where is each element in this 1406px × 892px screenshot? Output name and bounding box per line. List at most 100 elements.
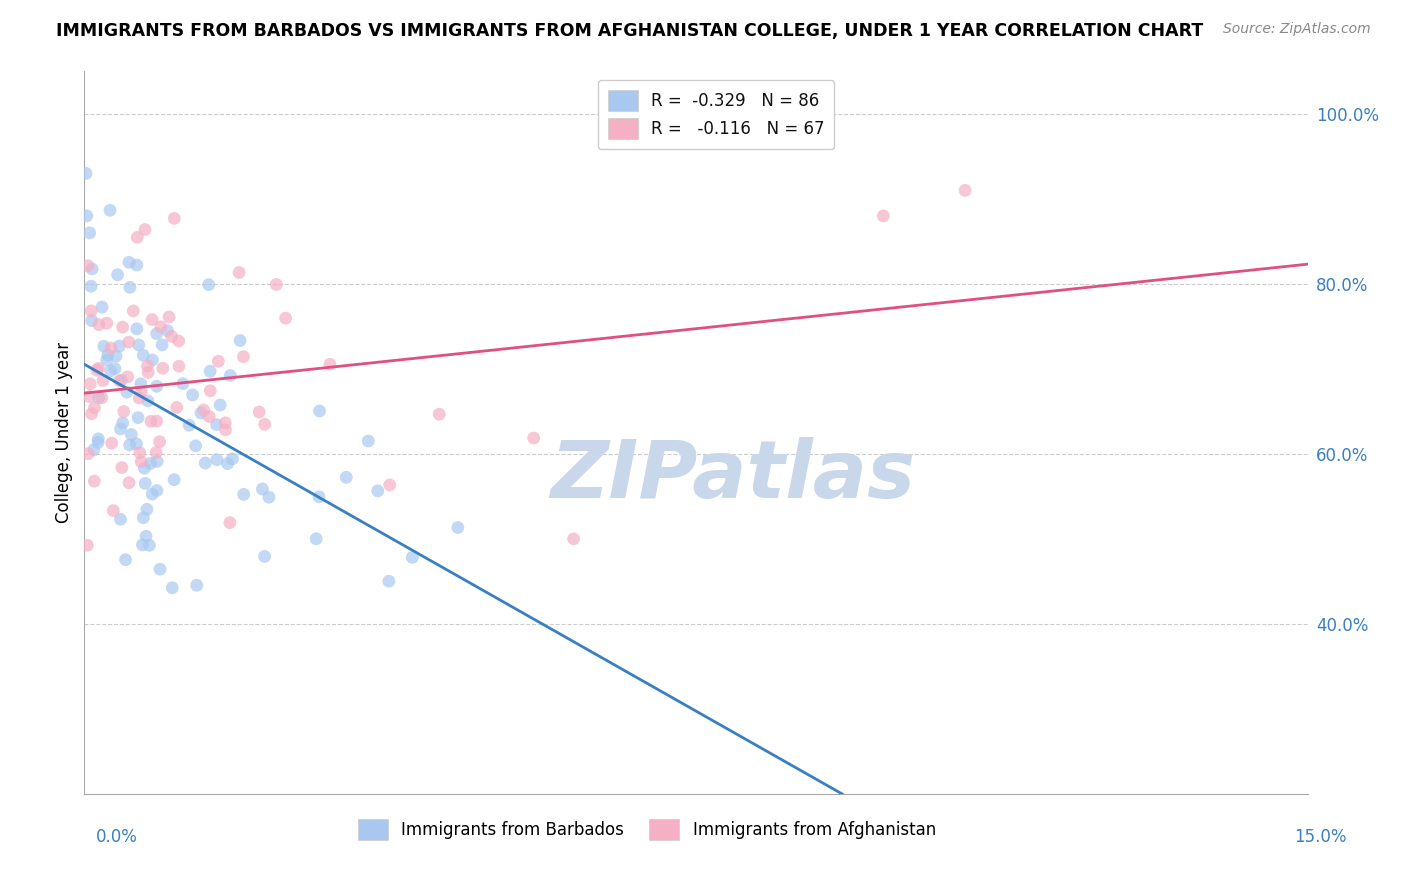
Point (80, 407, 103, 421)
Point (100, 341, 122, 355)
Point (167, 359, 190, 374)
Point (131, 384, 153, 399)
Point (152, 361, 174, 376)
Point (257, 490, 280, 504)
Point (149, 434, 172, 449)
Point (77, 447, 100, 461)
Text: ZIPatlas: ZIPatlas (550, 437, 915, 515)
Point (87, 432, 110, 446)
Point (111, 416, 134, 430)
Point (357, 434, 380, 448)
Point (100, 436, 122, 450)
Point (107, 268, 129, 282)
Point (131, 538, 153, 552)
Point (145, 445, 167, 459)
Point (120, 427, 142, 442)
Point (367, 483, 389, 498)
Point (76, 209, 98, 223)
Point (86, 363, 108, 377)
Point (197, 277, 219, 292)
Point (83, 442, 105, 457)
Point (77, 390, 100, 404)
Point (562, 532, 585, 546)
Point (172, 376, 194, 391)
Point (138, 538, 160, 552)
Point (125, 322, 148, 336)
Point (110, 373, 132, 387)
Point (122, 304, 145, 318)
Point (266, 277, 288, 292)
Point (118, 438, 141, 452)
Point (83, 401, 105, 415)
Point (80, 313, 103, 327)
Point (83, 474, 105, 488)
Point (104, 361, 127, 376)
Point (146, 483, 169, 498)
Point (205, 417, 228, 432)
Point (205, 452, 228, 467)
Point (523, 431, 546, 445)
Point (93, 339, 115, 353)
Point (114, 552, 136, 566)
Point (217, 457, 239, 471)
Point (427, 407, 450, 421)
Point (96, 316, 118, 330)
Point (209, 398, 232, 412)
Point (76, 538, 98, 552)
Point (127, 230, 149, 244)
Point (253, 549, 276, 564)
Point (274, 311, 297, 326)
Point (132, 348, 155, 362)
Point (378, 478, 401, 492)
Point (128, 338, 150, 352)
Point (214, 423, 236, 437)
Point (125, 258, 148, 272)
Point (91, 300, 114, 314)
Point (108, 374, 131, 388)
Point (145, 326, 167, 341)
Point (160, 581, 183, 595)
Point (141, 353, 163, 368)
Text: 0.0%: 0.0% (96, 828, 138, 846)
Point (141, 487, 163, 501)
Point (110, 422, 132, 436)
Point (127, 410, 149, 425)
Point (79, 226, 101, 240)
Point (90, 391, 112, 405)
Point (186, 578, 208, 592)
Point (110, 512, 132, 526)
Point (207, 354, 229, 368)
Point (100, 364, 122, 378)
Point (139, 414, 162, 428)
Point (87, 391, 110, 405)
Point (115, 385, 138, 400)
Point (163, 211, 186, 226)
Point (221, 451, 243, 466)
Point (112, 404, 135, 418)
Point (253, 417, 276, 432)
Point (194, 456, 217, 470)
Point (118, 280, 141, 294)
Point (75, 166, 97, 180)
Point (135, 529, 157, 543)
Point (104, 349, 127, 363)
Point (139, 457, 162, 471)
Point (128, 391, 150, 405)
Point (219, 368, 242, 383)
Point (335, 470, 357, 484)
Point (77, 259, 100, 273)
Point (134, 222, 156, 236)
Point (872, 209, 894, 223)
Point (97, 348, 120, 362)
Point (145, 414, 167, 428)
Point (96, 353, 118, 368)
Point (219, 516, 242, 530)
Point (232, 487, 254, 501)
Point (135, 502, 157, 516)
Point (214, 416, 236, 430)
Point (129, 376, 152, 391)
Point (247, 405, 270, 419)
Point (190, 406, 212, 420)
Point (447, 520, 470, 534)
Point (149, 562, 172, 576)
